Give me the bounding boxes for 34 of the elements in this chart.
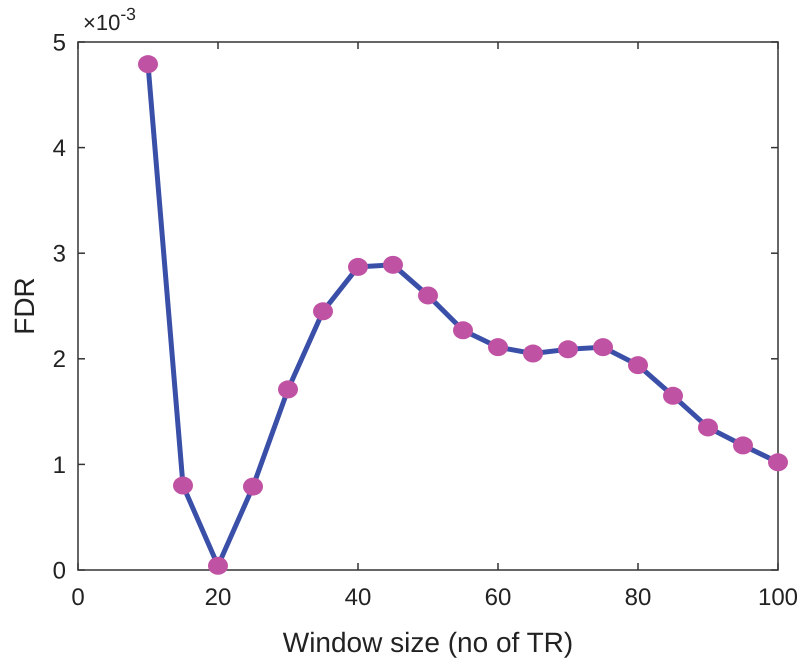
point [558, 340, 578, 358]
point [383, 256, 403, 274]
text: ×10$^{-3}$ [83, 4, 136, 35]
point [663, 386, 683, 405]
x-tick-label: 40 [344, 584, 372, 611]
x-tick-label: 80 [624, 584, 652, 611]
point [348, 258, 368, 276]
point [313, 302, 333, 320]
y-tick-label: 0 [52, 557, 66, 584]
point [173, 476, 193, 495]
point [243, 478, 263, 496]
y-tick-label: 4 [52, 135, 66, 162]
point [593, 338, 613, 356]
x-tick-label: 100 [758, 584, 798, 611]
x-tick-label: 20 [204, 584, 232, 611]
point [523, 344, 543, 363]
point [698, 418, 718, 436]
point [768, 453, 788, 472]
point [418, 286, 438, 304]
point [278, 380, 298, 398]
y-axis-title: FDR [9, 277, 40, 335]
y-tick-label: 5 [52, 29, 66, 56]
point [208, 556, 228, 575]
point [628, 356, 648, 374]
point [733, 436, 753, 454]
point [488, 338, 508, 356]
y-tick-label: 2 [52, 346, 66, 374]
x-axis-title: Window size (no of TR) [282, 627, 574, 658]
y-tick-label: 1 [52, 452, 66, 479]
point [453, 321, 473, 340]
x-tick-label: 60 [484, 584, 512, 611]
point [138, 55, 158, 74]
x-tick-label: 0 [71, 584, 85, 611]
y-tick-label: 3 [52, 240, 66, 268]
